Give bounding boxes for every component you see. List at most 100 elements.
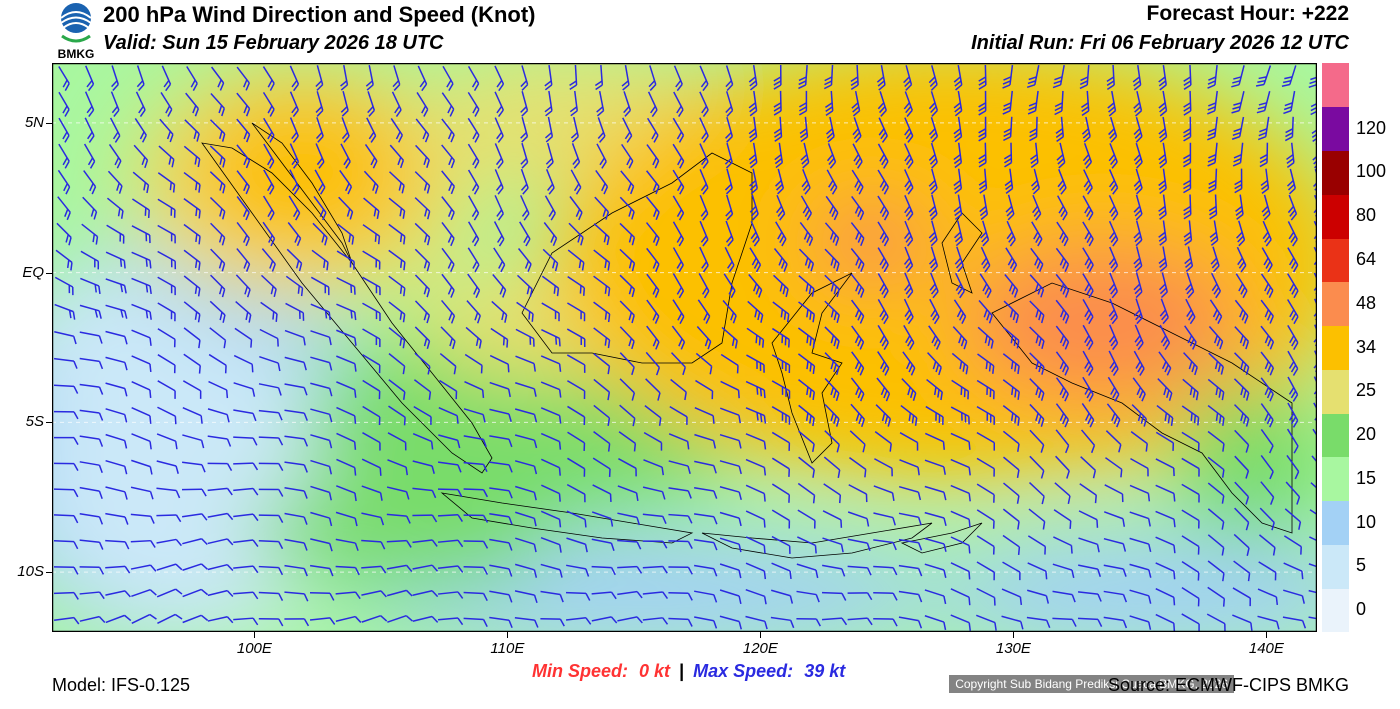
wind-barb — [1255, 65, 1272, 87]
wind-barb — [233, 354, 254, 373]
wind-barb — [772, 301, 790, 323]
wind-barb — [158, 145, 175, 168]
lat-tick-label: 10S — [17, 563, 44, 581]
wind-barb — [466, 300, 481, 324]
wind-barb — [648, 65, 657, 91]
wind-barb — [824, 378, 840, 402]
wind-barb — [693, 539, 718, 551]
wind-barb — [363, 170, 379, 194]
wind-barb — [207, 487, 233, 496]
wind-barb — [414, 326, 431, 350]
wind-barb — [131, 589, 157, 597]
wind-barb — [646, 325, 660, 350]
wind-barb — [335, 538, 359, 551]
wind-barb — [699, 169, 709, 195]
wind-barb — [259, 328, 279, 347]
wind-barb — [592, 484, 612, 502]
wind-barb — [1308, 616, 1317, 622]
wind-barb — [310, 511, 333, 527]
wind-barb — [645, 378, 661, 401]
lat-tick-label: EQ — [22, 263, 44, 281]
wind-barb — [773, 274, 789, 298]
wind-barb — [130, 486, 154, 500]
wind-barb — [414, 248, 431, 272]
wind-barb — [825, 195, 839, 221]
wind-barb — [1287, 350, 1299, 376]
wind-barb — [566, 354, 586, 373]
wind-barb — [341, 117, 350, 143]
wind-barb — [493, 247, 506, 273]
wind-barb — [1261, 194, 1271, 221]
wind-barb — [1232, 142, 1244, 167]
wind-barb — [1159, 298, 1169, 325]
wind-barb — [489, 616, 513, 629]
wind-barb — [335, 615, 362, 623]
wind-barb — [134, 118, 147, 143]
wind-map-canvas — [52, 63, 1317, 632]
wind-barb — [541, 484, 561, 502]
wind-barb — [1078, 564, 1102, 577]
wind-barb — [131, 406, 152, 424]
wind-barb — [413, 379, 432, 400]
wind-barb — [1155, 536, 1176, 554]
wind-barb — [1156, 404, 1174, 426]
wind-barb — [1057, 195, 1068, 221]
wind-barb — [976, 431, 996, 451]
wind-barb — [236, 221, 250, 247]
wind-barb — [591, 565, 616, 576]
wind-barb — [183, 327, 201, 349]
wind-barb — [699, 246, 709, 273]
wind-barb — [571, 143, 581, 169]
wind-barb — [1284, 116, 1294, 142]
wind-barb — [210, 248, 226, 272]
wind-barb — [1311, 455, 1317, 472]
wind-barb — [1286, 454, 1300, 480]
wind-barb — [899, 432, 919, 451]
wind-barb — [543, 222, 558, 247]
wind-barb — [928, 142, 938, 169]
wind-barb — [772, 327, 790, 348]
wind-barb — [725, 220, 734, 247]
nusa-tenggara-coast — [701, 522, 933, 559]
colorbar-segment — [1322, 106, 1349, 152]
wind-barb — [79, 435, 104, 447]
wind-barb — [284, 356, 307, 371]
wind-barb — [798, 404, 815, 427]
wind-barb — [694, 590, 718, 603]
wind-barb — [1259, 507, 1275, 531]
wind-barb — [412, 615, 439, 623]
wind-barb — [646, 144, 660, 169]
wind-barb — [183, 249, 201, 271]
wind-barb — [619, 300, 635, 324]
wind-barb — [770, 616, 795, 629]
wind-barb — [796, 590, 820, 603]
wind-barb — [699, 117, 709, 143]
wind-barb — [1208, 168, 1218, 193]
wind-barb — [489, 513, 513, 525]
wind-barb — [516, 301, 534, 322]
wind-barb — [441, 144, 456, 169]
wind-barb — [207, 512, 234, 521]
wind-barb — [672, 143, 685, 169]
wind-barb — [80, 277, 101, 295]
wind-barb — [1082, 195, 1094, 221]
wind-barb — [337, 223, 355, 245]
wind-barb — [309, 617, 336, 625]
wind-barb — [1185, 298, 1196, 325]
wind-barb — [234, 327, 253, 348]
wind-barb — [1082, 143, 1093, 169]
wind-barb — [414, 274, 431, 298]
wind-barb — [669, 405, 688, 425]
colorbar-level-label: 25 — [1356, 380, 1377, 401]
wind-barb — [310, 303, 331, 321]
wind-barb — [236, 196, 250, 221]
wind-barb — [1259, 142, 1269, 168]
wind-barb — [566, 537, 588, 553]
wind-barb — [824, 403, 840, 427]
wind-barb — [1285, 481, 1301, 505]
wind-barb — [873, 591, 898, 601]
wind-barb — [156, 538, 182, 547]
wind-barb — [1260, 351, 1275, 376]
wind-barb — [825, 90, 834, 116]
wind-barb — [591, 511, 614, 527]
